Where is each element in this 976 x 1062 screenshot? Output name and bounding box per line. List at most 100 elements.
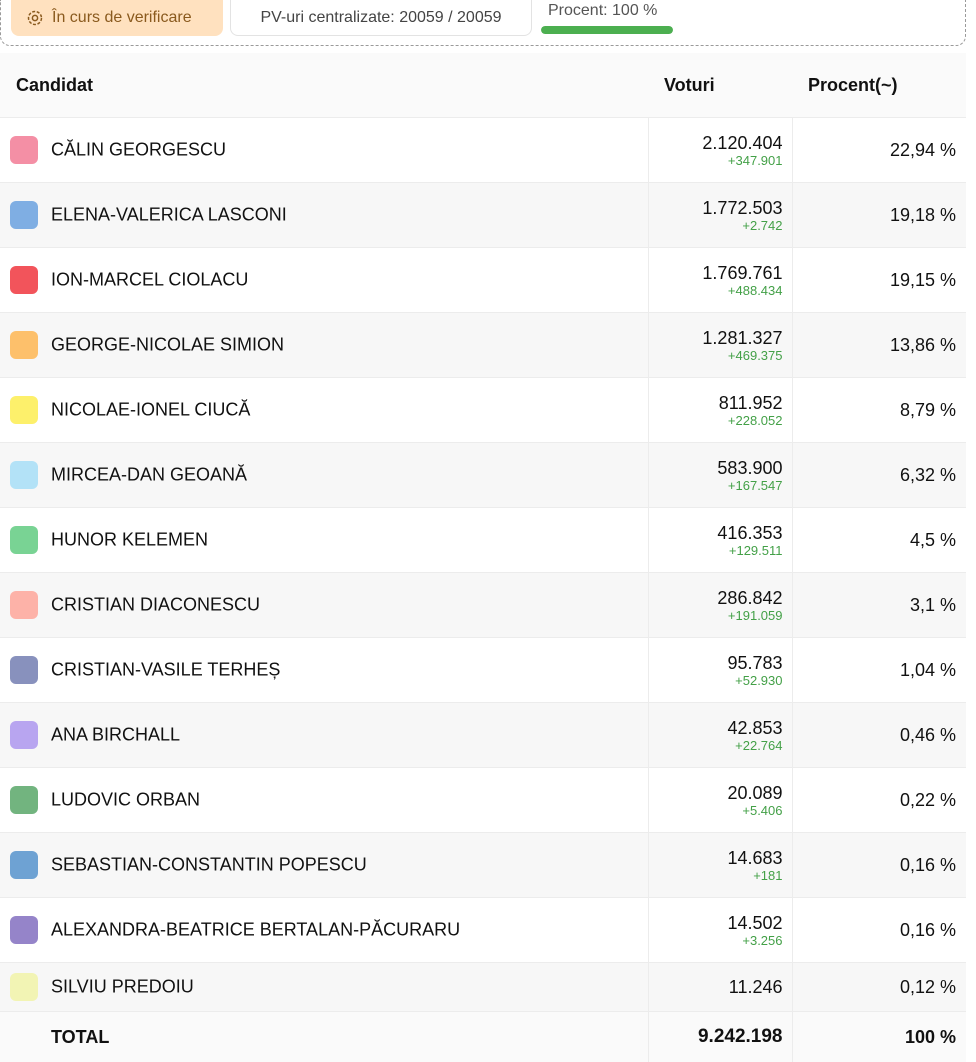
votes-delta: +5.406 [650, 803, 783, 818]
votes-delta: +347.901 [650, 153, 783, 168]
votes-value: 286.842 [650, 588, 783, 608]
candidate-cell: ALEXANDRA-BEATRICE BERTALAN-PĂCURARU [0, 898, 648, 963]
status-bar: În curs de verificare PV-uri centralizat… [0, 0, 966, 46]
table-row: CĂLIN GEORGESCU 2.120.404+347.901 22,94 % [0, 118, 966, 183]
votes-delta: +191.059 [650, 608, 783, 623]
percent-value: 3,1 % [792, 573, 966, 638]
votes-value: 42.853 [650, 718, 783, 738]
votes-value: 20.089 [650, 783, 783, 803]
candidate-color-swatch [10, 201, 38, 229]
candidate-color-swatch [10, 331, 38, 359]
votes-value: 14.683 [650, 848, 783, 868]
verification-status-badge: În curs de verificare [11, 0, 223, 36]
candidate-cell: LUDOVIC ORBAN [0, 768, 648, 833]
votes-value: 1.772.503 [650, 198, 783, 218]
candidate-cell: CĂLIN GEORGESCU [0, 118, 648, 183]
votes-cell: 416.353+129.511 [648, 508, 792, 573]
percent-value: 0,46 % [792, 703, 966, 768]
candidate-cell: ION-MARCEL CIOLACU [0, 248, 648, 313]
results-table: Candidat Voturi Procent(~) CĂLIN GEORGES… [0, 53, 966, 1062]
candidate-name: SILVIU PREDOIU [51, 977, 194, 997]
votes-delta: +181 [650, 868, 783, 883]
candidate-cell: ANA BIRCHALL [0, 703, 648, 768]
votes-delta: +488.434 [650, 283, 783, 298]
candidate-name: ION-MARCEL CIOLACU [51, 270, 248, 290]
pv-count-label: PV-uri centralizate: 20059 / 20059 [260, 9, 501, 27]
candidate-name: ALEXANDRA-BEATRICE BERTALAN-PĂCURARU [51, 920, 460, 940]
candidate-name: GEORGE-NICOLAE SIMION [51, 335, 284, 355]
votes-value: 14.502 [650, 913, 783, 933]
candidate-name: LUDOVIC ORBAN [51, 790, 200, 810]
total-votes: 9.242.198 [648, 1012, 792, 1062]
votes-cell: 14.502+3.256 [648, 898, 792, 963]
total-percent: 100 % [792, 1012, 966, 1062]
votes-value: 1.281.327 [650, 328, 783, 348]
candidate-cell: SEBASTIAN-CONSTANTIN POPESCU [0, 833, 648, 898]
candidate-color-swatch [10, 461, 38, 489]
candidate-name: MIRCEA-DAN GEOANĂ [51, 465, 247, 485]
candidate-name: ANA BIRCHALL [51, 725, 180, 745]
percent-value: 19,15 % [792, 248, 966, 313]
votes-value: 416.353 [650, 523, 783, 543]
votes-cell: 14.683+181 [648, 833, 792, 898]
total-row: TOTAL 9.242.198 100 % [0, 1012, 966, 1062]
votes-cell: 1.281.327+469.375 [648, 313, 792, 378]
candidate-color-swatch [10, 973, 38, 1001]
candidate-name: CRISTIAN-VASILE TERHEȘ [51, 660, 280, 680]
percent-value: 1,04 % [792, 638, 966, 703]
candidate-name: CĂLIN GEORGESCU [51, 140, 226, 160]
candidate-color-swatch [10, 721, 38, 749]
candidate-cell: SILVIU PREDOIU [0, 963, 648, 1012]
votes-cell: 95.783+52.930 [648, 638, 792, 703]
votes-cell: 583.900+167.547 [648, 443, 792, 508]
candidate-cell: ELENA-VALERICA LASCONI [0, 183, 648, 248]
votes-delta: +2.742 [650, 218, 783, 233]
percent-value: 19,18 % [792, 183, 966, 248]
votes-cell: 1.769.761+488.434 [648, 248, 792, 313]
candidate-cell: GEORGE-NICOLAE SIMION [0, 313, 648, 378]
percent-value: 13,86 % [792, 313, 966, 378]
candidate-name: HUNOR KELEMEN [51, 530, 208, 550]
progress-fill [541, 26, 673, 34]
percent-value: 8,79 % [792, 378, 966, 443]
candidate-color-swatch [10, 916, 38, 944]
votes-delta: +228.052 [650, 413, 783, 428]
votes-value: 811.952 [650, 393, 783, 413]
percent-value: 22,94 % [792, 118, 966, 183]
progress-label: Procent: 100 % [548, 2, 657, 20]
percent-value: 0,22 % [792, 768, 966, 833]
header-percent[interactable]: Procent(~) [792, 53, 966, 118]
gear-icon [25, 8, 45, 28]
candidate-cell: CRISTIAN DIACONESCU [0, 573, 648, 638]
candidate-color-swatch [10, 136, 38, 164]
votes-cell: 11.246 [648, 963, 792, 1012]
percent-value: 0,16 % [792, 833, 966, 898]
progress-indicator: Procent: 100 % [539, 0, 675, 36]
votes-cell: 811.952+228.052 [648, 378, 792, 443]
candidate-color-swatch [10, 396, 38, 424]
votes-delta: +129.511 [650, 543, 783, 558]
total-label: TOTAL [0, 1012, 648, 1062]
candidate-name: ELENA-VALERICA LASCONI [51, 205, 287, 225]
votes-value: 2.120.404 [650, 133, 783, 153]
votes-value: 11.246 [650, 977, 783, 997]
votes-cell: 20.089+5.406 [648, 768, 792, 833]
table-header-row: Candidat Voturi Procent(~) [0, 53, 966, 118]
percent-value: 4,5 % [792, 508, 966, 573]
header-votes[interactable]: Voturi [648, 53, 792, 118]
votes-delta: +167.547 [650, 478, 783, 493]
header-candidate[interactable]: Candidat [0, 53, 648, 118]
percent-value: 0,16 % [792, 898, 966, 963]
votes-value: 1.769.761 [650, 263, 783, 283]
candidate-color-swatch [10, 526, 38, 554]
